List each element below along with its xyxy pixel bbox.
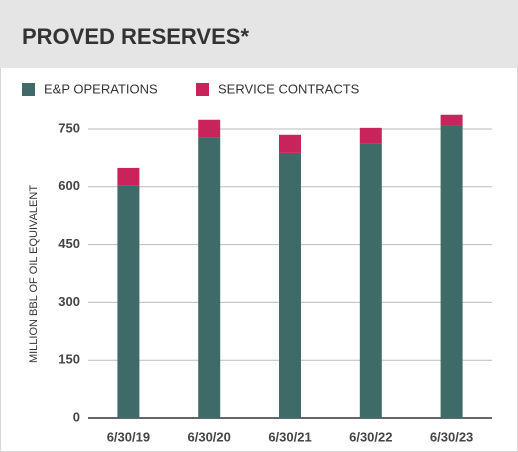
- bar-segment: [117, 185, 140, 418]
- y-tick-label: 750: [58, 120, 80, 135]
- legend-swatch: [22, 83, 35, 96]
- y-tick-label: 300: [58, 294, 80, 309]
- x-tick-label: 6/30/19: [107, 429, 150, 444]
- x-tick-label: 6/30/20: [188, 429, 231, 444]
- chart-title: PROVED RESERVES*: [22, 24, 249, 49]
- bar-segment: [279, 134, 301, 153]
- bar-segment: [359, 143, 382, 418]
- legend-swatch: [196, 83, 209, 96]
- x-tick-label: 6/30/22: [349, 429, 392, 444]
- x-tick-label: 6/30/23: [430, 429, 473, 444]
- bar-segment: [198, 119, 221, 138]
- header: [0, 0, 518, 68]
- bar-segment: [279, 152, 301, 418]
- legend-label: E&P OPERATIONS: [44, 81, 158, 96]
- bar-segment: [359, 127, 382, 144]
- x-tick-label: 6/30/21: [268, 429, 311, 444]
- legend-label: SERVICE CONTRACTS: [218, 81, 360, 96]
- y-tick-label: 450: [58, 236, 80, 251]
- y-axis-label: MILLION BBL OF OIL EQUIVALENT: [28, 185, 40, 363]
- bar-segment: [440, 125, 463, 419]
- bar-segment: [117, 167, 140, 186]
- bar-segment: [198, 137, 221, 418]
- y-tick-label: 0: [73, 409, 80, 424]
- y-tick-label: 600: [58, 178, 80, 193]
- bar-segment: [440, 114, 463, 126]
- y-tick-label: 150: [58, 352, 80, 367]
